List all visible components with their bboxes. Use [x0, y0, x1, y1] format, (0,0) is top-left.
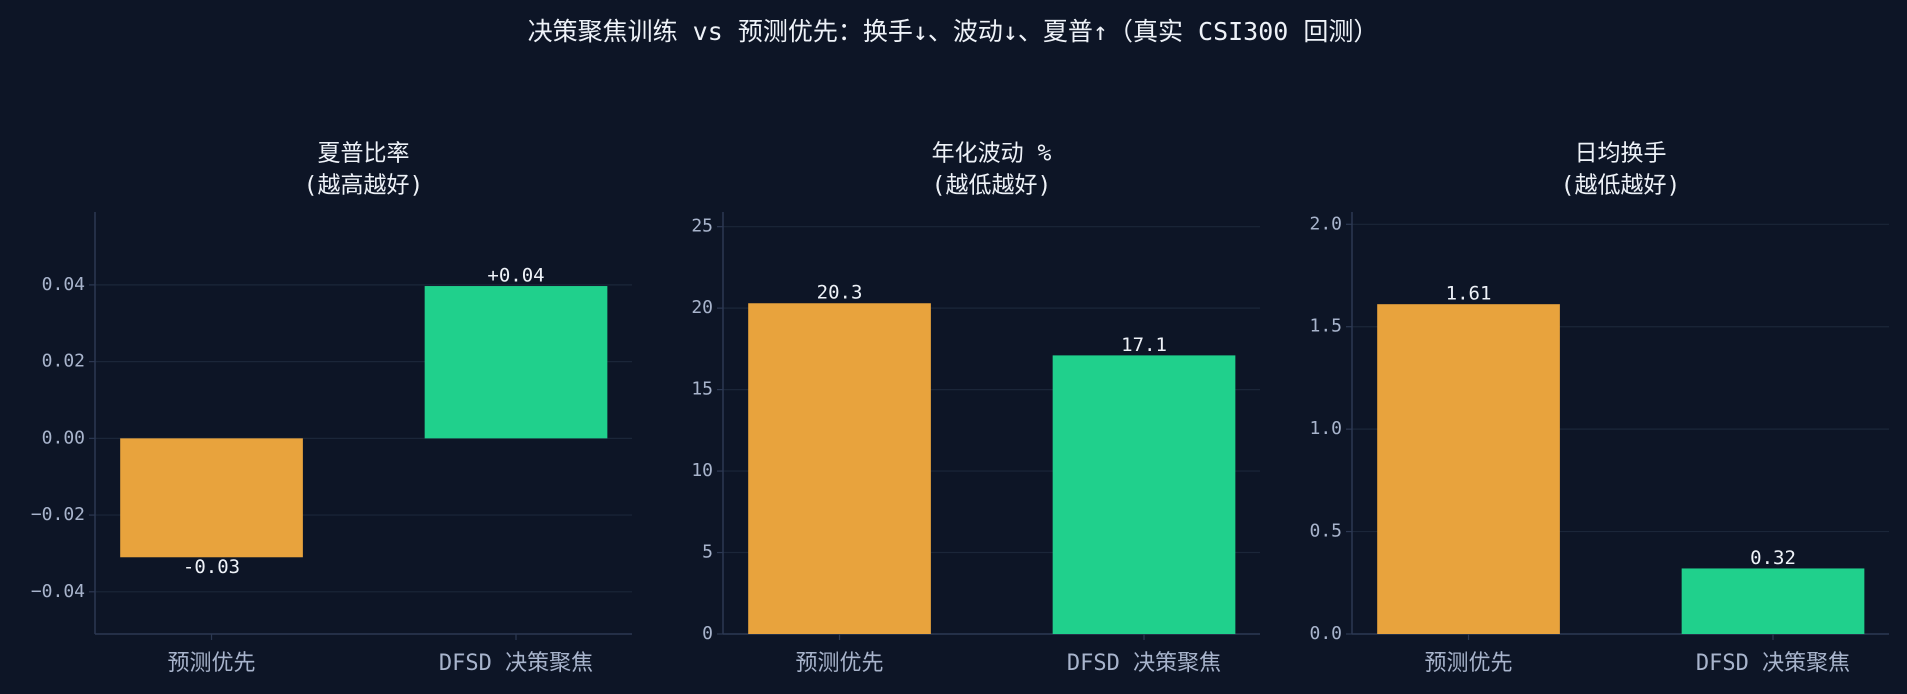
y-tick-label: 25: [691, 216, 713, 237]
y-tick-label: 0.04: [42, 274, 85, 295]
value-label: 20.3: [817, 282, 863, 304]
subplot-title: 夏普比率: [318, 141, 410, 167]
bar: [120, 438, 303, 558]
y-tick-label: 15: [691, 379, 713, 400]
y-tick-label: 0.0: [1309, 623, 1342, 644]
y-tick-label: 5: [702, 542, 713, 563]
y-tick-label: 20: [691, 297, 713, 318]
bar: [424, 286, 608, 439]
subplot-subtitle: (越低越好): [932, 173, 1052, 199]
y-tick-label: 0.5: [1309, 521, 1342, 542]
bar: [748, 303, 931, 634]
bar: [1377, 304, 1560, 634]
x-tick-label: DFSD 决策聚焦: [1696, 651, 1850, 676]
subplot-subtitle: (越高越好): [304, 173, 424, 199]
subplot-subtitle: (越低越好): [1561, 173, 1681, 199]
y-tick-label: 1.0: [1309, 418, 1342, 439]
x-tick-label: DFSD 决策聚焦: [439, 651, 593, 676]
x-tick-label: 预测优先: [1425, 651, 1513, 676]
x-tick-label: 预测优先: [796, 651, 884, 676]
y-tick-label: 1.5: [1309, 316, 1342, 337]
value-label: -0.03: [183, 556, 240, 578]
x-tick-label: DFSD 决策聚焦: [1067, 651, 1221, 676]
y-tick-label: 10: [691, 460, 713, 481]
value-label: 0.32: [1750, 547, 1796, 569]
x-tick-label: 预测优先: [168, 651, 256, 676]
y-tick-label: 2.0: [1309, 213, 1342, 234]
bar: [1681, 568, 1865, 634]
y-tick-label: −0.02: [31, 504, 85, 525]
y-tick-label: −0.04: [31, 581, 85, 602]
y-tick-label: 0.00: [42, 427, 85, 448]
bar: [1052, 355, 1236, 634]
figure-title: 决策聚焦训练 vs 预测优先：换手↓、波动↓、夏普↑（真实 CSI300 回测）: [528, 17, 1379, 46]
subplot-title: 日均换手: [1575, 141, 1667, 167]
y-tick-label: 0.02: [42, 351, 85, 372]
value-label: +0.04: [487, 265, 544, 287]
value-label: 17.1: [1121, 334, 1167, 356]
subplot-title: 年化波动 %: [932, 141, 1052, 167]
y-tick-label: 0: [702, 623, 713, 644]
value-label: 1.61: [1446, 283, 1492, 305]
